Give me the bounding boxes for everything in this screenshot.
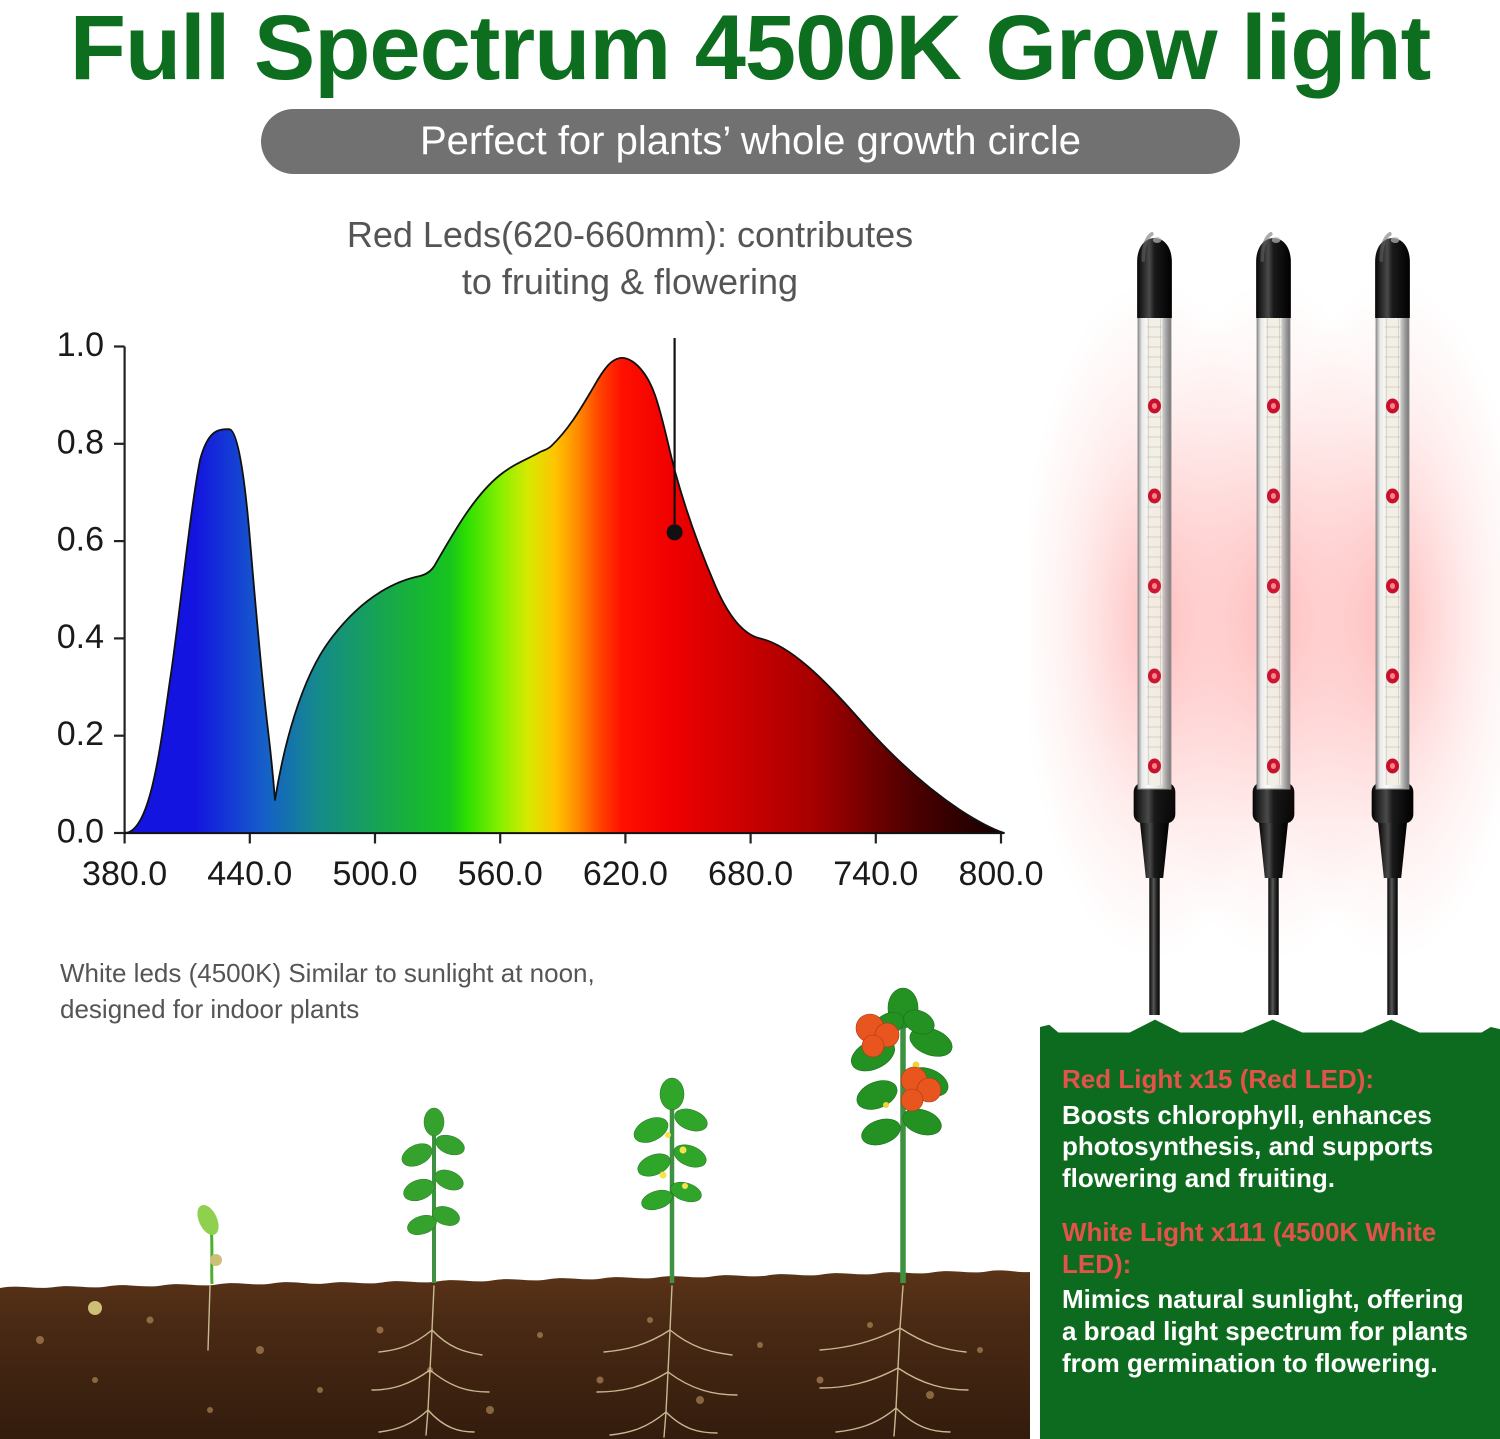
svg-text:0.8: 0.8 [57, 423, 104, 461]
svg-text:0.0: 0.0 [57, 813, 104, 851]
svg-text:380.0: 380.0 [82, 855, 167, 893]
svg-text:0.2: 0.2 [57, 715, 104, 753]
svg-text:1.0: 1.0 [57, 326, 104, 364]
svg-text:0.4: 0.4 [57, 618, 104, 656]
svg-text:680.0: 680.0 [708, 855, 793, 893]
svg-text:620.0: 620.0 [583, 855, 668, 893]
svg-text:0.6: 0.6 [57, 521, 104, 559]
svg-text:740.0: 740.0 [833, 855, 918, 893]
svg-text:440.0: 440.0 [207, 855, 292, 893]
svg-text:560.0: 560.0 [458, 855, 543, 893]
svg-text:500.0: 500.0 [332, 855, 417, 893]
